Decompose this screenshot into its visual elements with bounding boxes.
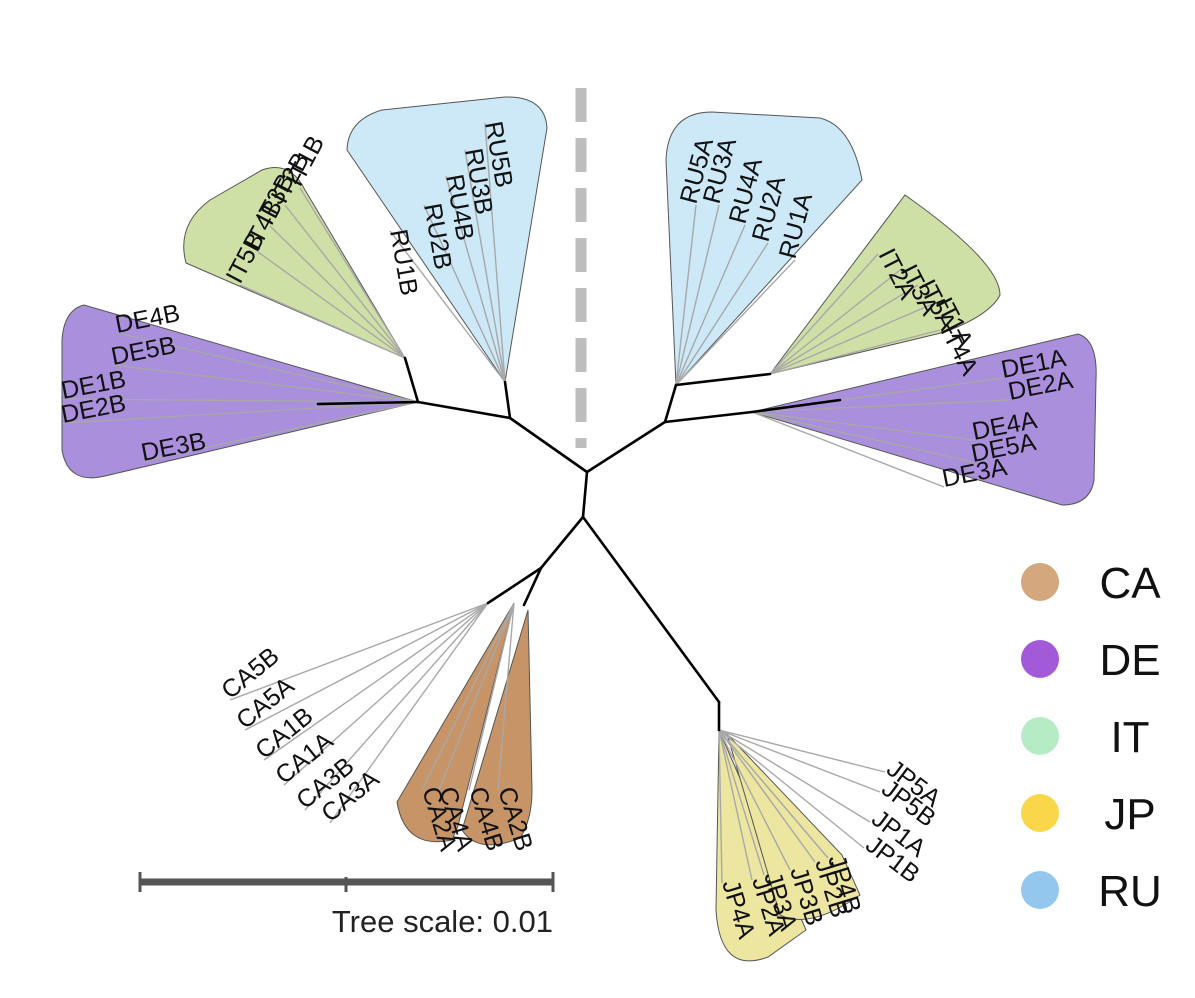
- leaf-connector: [751, 411, 945, 488]
- tree-branch: [403, 356, 420, 404]
- leaf-connector: [751, 399, 1011, 413]
- leaf-connector: [445, 175, 506, 383]
- leaf-connector: [239, 284, 406, 359]
- leaf-connector: [675, 204, 697, 386]
- legend-swatch-ca: [1021, 563, 1059, 601]
- tree-branch: [486, 566, 543, 605]
- tree-branch: [508, 416, 589, 474]
- tree-branch: [663, 383, 678, 424]
- clade-it-b: [183, 167, 407, 360]
- leaf-connector: [769, 269, 901, 375]
- leaf-connector: [718, 729, 865, 849]
- tree-branch: [750, 398, 842, 414]
- leaf-connector: [244, 602, 489, 731]
- leaf-connector: [675, 242, 769, 386]
- legend-swatch-it: [1021, 717, 1059, 755]
- leaf-connector: [464, 149, 506, 383]
- leaf-connector: [718, 729, 829, 859]
- leaf-connector: [438, 602, 515, 791]
- leaf-connector: [269, 225, 406, 359]
- leaf-connector: [421, 602, 515, 791]
- leaf-connector: [751, 411, 974, 463]
- clade-jp-b: [726, 733, 861, 920]
- leaf-connector: [769, 253, 879, 375]
- tree-branch: [674, 372, 772, 387]
- legend-label-jp: JP: [1104, 790, 1155, 839]
- tree-scale: Tree scale: 0.01: [138, 872, 555, 939]
- leaf-connector: [423, 204, 506, 383]
- leaf-connector: [718, 729, 816, 863]
- leaf-connector: [718, 729, 791, 871]
- clade-ru-b: [346, 96, 548, 384]
- tree-branches: [316, 356, 842, 732]
- clade-ca-b: [461, 609, 533, 846]
- legend-label-it: IT: [1110, 713, 1149, 762]
- leaf-connector: [718, 729, 723, 884]
- leaf-connector: [769, 329, 941, 375]
- leaf-connector: [116, 332, 419, 403]
- clade-de-b: [61, 304, 420, 479]
- legend-swatch-jp: [1021, 794, 1059, 832]
- leaf-connector: [142, 401, 419, 462]
- leaf-connector: [769, 284, 919, 375]
- leaf-connector: [112, 364, 419, 403]
- leaf-connector: [389, 230, 506, 383]
- legend-label-ru: RU: [1098, 867, 1162, 916]
- tree-branch: [585, 420, 667, 474]
- leaf-connector: [484, 122, 506, 383]
- leaf-connector: [718, 729, 765, 876]
- leaf-connector: [304, 602, 489, 811]
- leaf-connector: [229, 602, 489, 701]
- tree-branch: [416, 400, 512, 420]
- legend-swatch-de: [1021, 640, 1059, 678]
- tree-branch: [503, 380, 512, 420]
- legend-label-ca: CA: [1099, 559, 1161, 608]
- tree-branch: [316, 400, 420, 406]
- tree-branch: [522, 566, 543, 607]
- leaf-connector: [675, 204, 720, 386]
- tree-branch: [581, 470, 589, 519]
- leaf-connector: [718, 729, 881, 793]
- leaf-connector: [497, 602, 515, 791]
- leaf-connector: [62, 401, 419, 424]
- legend-label-de: DE: [1099, 636, 1160, 685]
- leaf-connector: [718, 729, 753, 881]
- leaf-connector: [62, 398, 419, 403]
- leaf-connector: [675, 259, 796, 386]
- leaf-connector: [751, 411, 975, 441]
- tree-branch: [663, 410, 754, 424]
- leaf-connector: [718, 729, 871, 823]
- leaf-connector: [299, 187, 406, 359]
- leaf-connector: [769, 302, 936, 375]
- leaf-connector: [263, 602, 489, 761]
- clade-it-a: [768, 194, 1001, 375]
- leaf-connector: [257, 251, 406, 359]
- leaf-connector: [468, 602, 515, 791]
- leaf-connector: [329, 602, 489, 824]
- scale-label: Tree scale: 0.01: [332, 904, 553, 939]
- legend: CA DE IT JP RU: [1021, 559, 1162, 916]
- legend-swatch-ru: [1021, 871, 1059, 909]
- clade-backgrounds: [61, 96, 1097, 962]
- leaf-connector: [718, 729, 886, 773]
- tree-branch: [539, 515, 585, 570]
- leaf-connector: [675, 224, 746, 386]
- tree-branch: [581, 515, 721, 704]
- leaf-connector: [283, 602, 489, 786]
- clade-de-a: [750, 333, 1097, 506]
- leaf-connector: [284, 204, 406, 359]
